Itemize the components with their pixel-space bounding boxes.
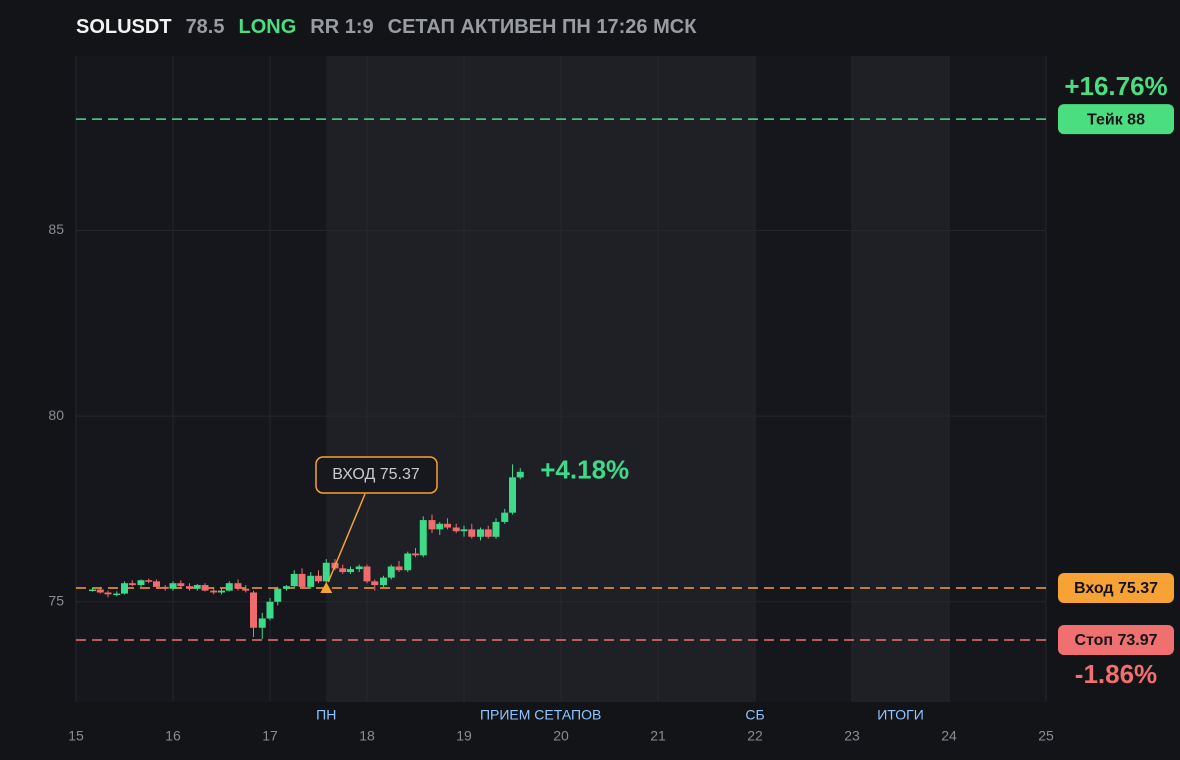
candle-body <box>395 566 403 571</box>
candle-body <box>452 527 460 532</box>
x-tick-label: 18 <box>359 728 375 744</box>
callout-box <box>315 456 438 494</box>
candle-body <box>460 529 468 532</box>
candle-body <box>298 573 306 587</box>
current-change: +4.18% <box>540 455 629 485</box>
candle-body <box>282 586 290 589</box>
candle-body <box>210 590 218 593</box>
candle-body <box>193 585 201 589</box>
candle-body <box>266 601 274 619</box>
session-region <box>326 56 755 702</box>
session-label: ПН <box>316 707 336 723</box>
candle-body <box>169 583 177 589</box>
candle-body <box>153 581 161 587</box>
candle-body <box>307 575 315 587</box>
candle-body <box>501 512 509 522</box>
side: LONG <box>238 16 297 38</box>
candle-body <box>428 520 436 530</box>
x-tick-label: 15 <box>68 728 84 744</box>
candle-body <box>145 580 153 582</box>
candle-body <box>88 589 96 592</box>
candle-body <box>444 523 452 528</box>
x-tick-label: 25 <box>1038 728 1054 744</box>
header: SOLUSDT 78.5 LONG RR 1:9 СЕТАП АКТИВЕН П… <box>76 16 696 39</box>
x-tick-label: 24 <box>941 728 957 744</box>
candle-body <box>274 588 282 602</box>
price: 78.5 <box>185 16 225 38</box>
callout-label: ВХОД 75.37 <box>332 466 420 483</box>
candle-body <box>121 583 128 594</box>
candle-body <box>234 583 242 589</box>
y-tick-label: 80 <box>48 407 64 423</box>
level-box <box>1058 624 1174 655</box>
rr: RR 1:9 <box>310 16 374 38</box>
candle-body <box>347 569 355 573</box>
level-label: Вход 75.37 <box>1074 580 1158 597</box>
candle-body <box>476 529 484 537</box>
symbol: SOLUSDT <box>76 16 172 38</box>
candle-body <box>419 520 427 556</box>
candle-body <box>242 588 250 591</box>
candle-body <box>339 568 347 573</box>
level-change: -1.86% <box>1075 659 1157 689</box>
x-tick-label: 16 <box>165 728 181 744</box>
candle-body <box>484 529 492 537</box>
entry-marker <box>320 582 333 594</box>
candle-body <box>225 583 233 591</box>
session-label: ИТОГИ <box>877 707 924 723</box>
candle-body <box>290 573 298 587</box>
y-tick-label: 75 <box>48 592 64 608</box>
x-tick-label: 17 <box>262 728 278 744</box>
candle-body <box>128 583 136 586</box>
candle-body <box>363 566 371 582</box>
x-tick-label: 20 <box>553 728 569 744</box>
candle-body <box>250 592 258 628</box>
status: СЕТАП АКТИВЕН ПН 17:26 МСК <box>387 16 697 38</box>
candle-body <box>96 589 104 593</box>
candle-body <box>161 586 169 589</box>
candle-body <box>379 577 387 586</box>
candle-body <box>258 618 266 628</box>
candle-body <box>468 529 476 537</box>
session-label: СБ <box>745 707 764 723</box>
x-tick-label: 19 <box>456 728 472 744</box>
x-tick-label: 21 <box>650 728 666 744</box>
x-tick-label: 23 <box>844 728 860 744</box>
candle-body <box>137 580 145 586</box>
level-box <box>1058 573 1174 604</box>
candle-body <box>315 575 322 582</box>
candle-body <box>436 523 444 530</box>
candle-body <box>177 583 185 587</box>
candle-body <box>492 521 500 537</box>
level-box <box>1058 104 1174 135</box>
callout-line <box>327 493 366 583</box>
level-label: Тейк 88 <box>1087 111 1145 128</box>
session-label: ПРИЕМ СЕТАПОВ <box>480 707 601 723</box>
candle-body <box>201 585 209 591</box>
candle-body <box>355 566 363 570</box>
session-region <box>852 56 949 702</box>
candle-body <box>412 553 419 556</box>
level-label: Стоп 73.97 <box>1074 632 1157 649</box>
candle-body <box>322 562 330 582</box>
candle-body <box>113 593 121 596</box>
candle-body <box>404 553 412 571</box>
candle-body <box>104 592 112 595</box>
candle-body <box>185 586 193 589</box>
candle-body <box>218 590 225 593</box>
candle-body <box>371 581 379 586</box>
candle-body <box>516 471 524 478</box>
level-change: +16.76% <box>1064 71 1167 101</box>
x-tick-label: 22 <box>747 728 763 744</box>
candle-body <box>387 566 395 578</box>
candle-body <box>509 477 516 513</box>
y-tick-label: 85 <box>48 221 64 237</box>
